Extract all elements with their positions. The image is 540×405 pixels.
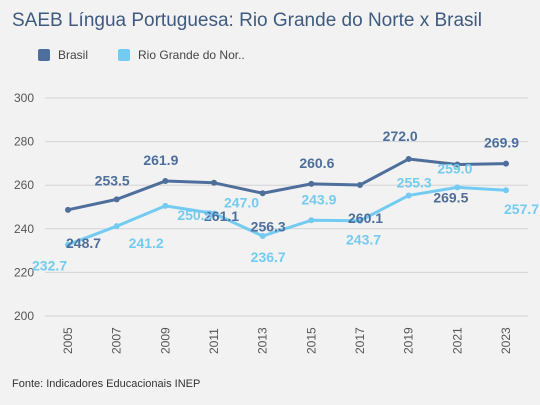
data-label: 260.1 (348, 210, 383, 226)
data-point (113, 196, 120, 203)
x-tick-label: 2005 (61, 327, 75, 354)
y-tick-label: 280 (14, 135, 34, 149)
data-label: 241.2 (129, 235, 164, 251)
data-point (454, 161, 461, 168)
data-point (259, 190, 266, 197)
data-label: 232.7 (32, 258, 67, 274)
x-tick-label: 2021 (450, 327, 464, 354)
data-label: 269.5 (433, 189, 468, 205)
y-tick-label: 220 (14, 265, 34, 279)
data-point (65, 241, 71, 248)
source-note: Fonte: Indicadores Educacionais INEP (12, 378, 201, 390)
y-tick-label: 300 (14, 91, 34, 105)
legend-item-brasil[interactable]: Brasil (38, 48, 88, 62)
legend-label-brasil: Brasil (58, 48, 89, 62)
legend-swatch-rn (118, 49, 131, 61)
x-tick-label: 2013 (256, 327, 270, 354)
chart-legend: Brasil Rio Grande do Nor.. (38, 48, 245, 62)
data-label: 243.7 (346, 232, 381, 248)
series-line-0 (67, 157, 507, 212)
data-label: 256.3 (251, 218, 286, 234)
x-tick-label: 2019 (402, 327, 416, 354)
data-label: 272.0 (383, 128, 418, 144)
x-tick-label: 2007 (110, 327, 124, 354)
x-tick-label: 2017 (353, 327, 367, 354)
data-label: 260.6 (299, 155, 334, 171)
x-tick-label: 2015 (304, 327, 318, 354)
series-line-1 (67, 185, 507, 247)
data-point (259, 232, 266, 239)
y-tick-label: 240 (14, 222, 34, 236)
data-label: 259.0 (437, 160, 472, 176)
data-label: 261.1 (204, 208, 239, 224)
data-point (211, 179, 217, 186)
legend-swatch-brasil (38, 49, 50, 61)
data-label: 253.5 (95, 172, 130, 188)
data-point (113, 223, 120, 230)
data-point (308, 217, 315, 224)
data-label: 269.9 (484, 135, 519, 151)
data-label: 261.9 (143, 152, 178, 168)
x-tick-label: 2011 (207, 328, 221, 354)
data-label: 255.3 (397, 174, 432, 190)
legend-item-rn[interactable]: Rio Grande do Nor.. (118, 48, 245, 62)
legend-label-rn: Rio Grande do Nor.. (138, 48, 245, 62)
y-tick-label: 200 (14, 309, 34, 323)
data-point (503, 187, 509, 194)
data-point (405, 156, 412, 163)
data-label: 247.0 (224, 195, 259, 211)
data-point (357, 217, 363, 224)
data-point (308, 180, 315, 187)
data-point (503, 160, 509, 167)
chart-title: SAEB Língua Portuguesa: Rio Grande do No… (12, 10, 482, 31)
data-point (162, 202, 169, 209)
data-point (65, 206, 71, 213)
data-label: 248.7 (66, 235, 101, 251)
x-tick-label: 2023 (499, 327, 513, 354)
data-label: 250.5 (177, 207, 212, 223)
data-point (211, 210, 217, 217)
y-tick-label: 260 (14, 178, 34, 192)
data-label: 243.9 (301, 191, 336, 207)
data-point (162, 178, 169, 185)
data-point (405, 192, 412, 199)
data-point (357, 181, 363, 188)
data-label: 236.7 (251, 249, 286, 265)
data-point (454, 184, 461, 191)
data-label: 257.7 (504, 201, 539, 217)
x-tick-label: 2009 (158, 327, 172, 354)
